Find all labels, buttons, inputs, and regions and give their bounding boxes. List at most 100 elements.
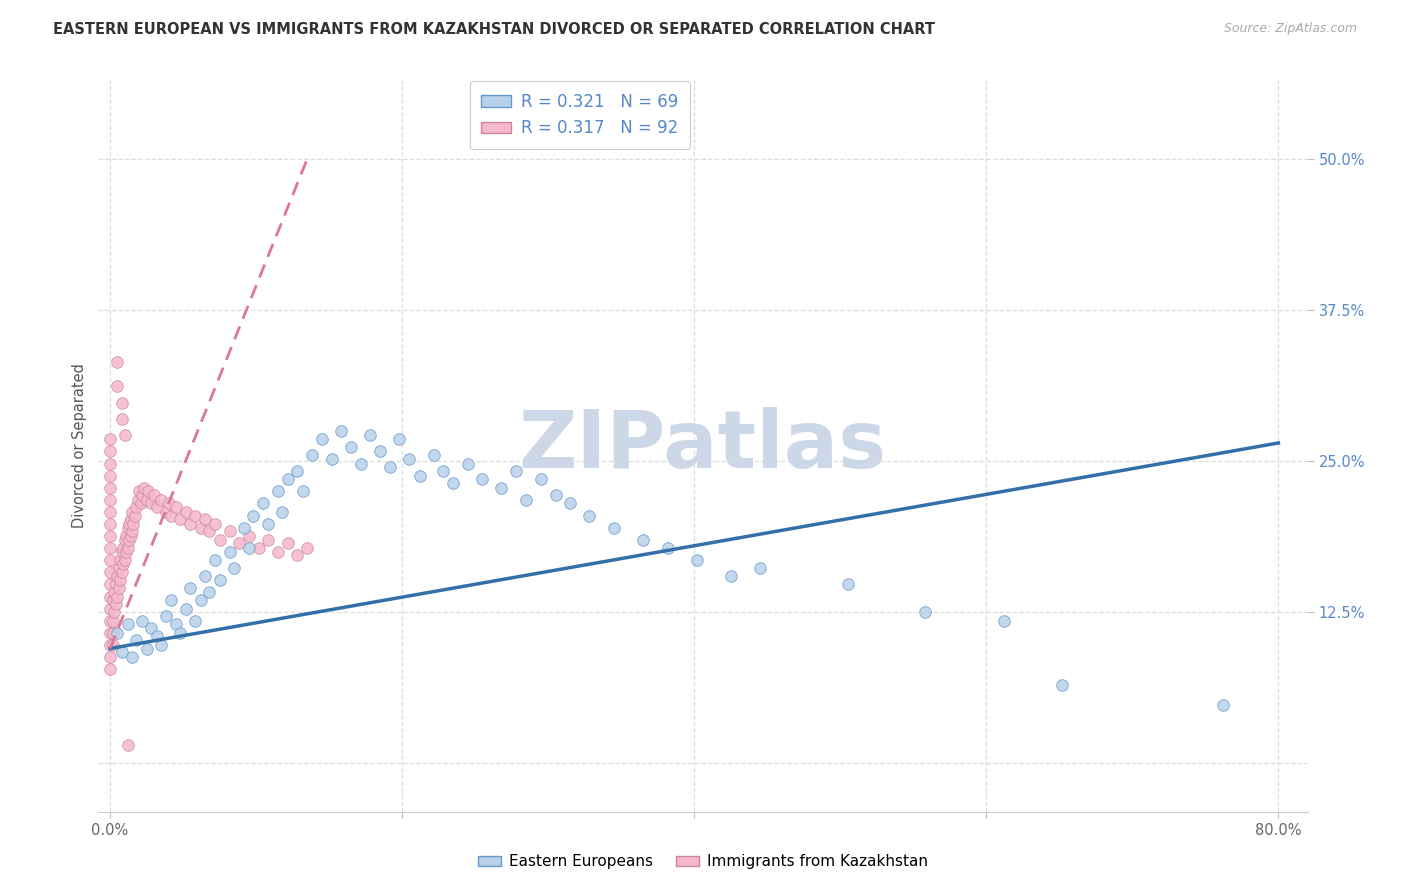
Point (111, 645, 134, 659)
Point (165, 500, 187, 514)
Point (98, 529, 121, 543)
Point (190, 520, 212, 534)
Point (131, 614, 153, 628)
Point (107, 625, 129, 640)
Point (114, 533, 136, 547)
Point (111, 545, 134, 559)
Point (98, 590, 121, 604)
Point (301, 448, 323, 462)
Point (107, 379, 129, 393)
Point (238, 541, 260, 556)
Point (194, 512, 217, 526)
Point (160, 508, 183, 523)
Point (98, 541, 121, 556)
Point (117, 541, 139, 556)
Point (98, 577, 121, 591)
Point (112, 557, 135, 571)
Point (184, 508, 207, 523)
Point (121, 524, 143, 539)
Point (285, 549, 308, 563)
Point (98, 553, 121, 567)
Point (631, 533, 654, 547)
Point (103, 605, 125, 619)
Point (111, 412, 134, 426)
Point (329, 424, 352, 438)
Point (291, 484, 314, 499)
Point (657, 541, 679, 556)
Point (914, 605, 936, 619)
Point (544, 488, 567, 502)
Point (127, 492, 149, 507)
Point (184, 614, 207, 628)
Point (749, 560, 772, 574)
Point (118, 516, 141, 531)
Point (98, 614, 121, 628)
Point (198, 524, 221, 539)
Point (457, 457, 479, 471)
Point (124, 508, 146, 523)
Point (380, 460, 402, 475)
Point (98, 601, 121, 615)
Point (558, 496, 581, 510)
Point (121, 505, 143, 519)
Point (252, 496, 274, 510)
Point (1212, 698, 1234, 713)
Point (101, 625, 124, 640)
Point (194, 569, 217, 583)
Point (98, 662, 121, 676)
Point (174, 505, 197, 519)
Point (98, 505, 121, 519)
Point (208, 573, 231, 587)
Point (267, 484, 290, 499)
Point (277, 536, 299, 550)
Point (136, 484, 159, 499)
Point (204, 516, 226, 531)
Point (139, 496, 162, 510)
Point (155, 608, 177, 623)
Point (104, 577, 127, 591)
Point (160, 593, 183, 607)
Point (350, 457, 373, 471)
Point (98, 516, 121, 531)
Point (101, 638, 124, 652)
Text: EASTERN EUROPEAN VS IMMIGRANTS FROM KAZAKHSTAN DIVORCED OR SEPARATED CORRELATION: EASTERN EUROPEAN VS IMMIGRANTS FROM KAZA… (53, 22, 935, 37)
Point (155, 505, 177, 519)
Point (471, 472, 494, 486)
Point (247, 541, 270, 556)
Point (238, 529, 260, 543)
Point (98, 566, 121, 580)
Point (515, 492, 537, 507)
Legend: R = 0.321   N = 69, R = 0.317   N = 92: R = 0.321 N = 69, R = 0.317 N = 92 (470, 81, 690, 149)
Point (311, 433, 333, 447)
Point (321, 451, 343, 466)
Point (110, 573, 132, 587)
Point (218, 545, 240, 559)
Point (267, 545, 290, 559)
Point (208, 533, 231, 547)
Point (139, 621, 162, 635)
Point (125, 633, 148, 648)
Point (359, 427, 381, 442)
Point (103, 584, 125, 599)
Point (98, 625, 121, 640)
Point (121, 650, 143, 665)
Point (101, 614, 124, 628)
Point (111, 566, 134, 580)
Point (98, 433, 121, 447)
Point (114, 553, 136, 567)
Point (111, 396, 134, 410)
Point (388, 433, 411, 447)
Point (117, 520, 139, 534)
Point (297, 541, 319, 556)
Point (115, 545, 138, 559)
Point (271, 505, 294, 519)
Point (157, 496, 180, 510)
Point (108, 560, 131, 574)
Point (530, 472, 553, 486)
Point (179, 516, 201, 531)
Point (117, 738, 139, 752)
Point (150, 638, 173, 652)
Point (224, 560, 246, 574)
Point (409, 468, 432, 483)
Point (169, 512, 191, 526)
